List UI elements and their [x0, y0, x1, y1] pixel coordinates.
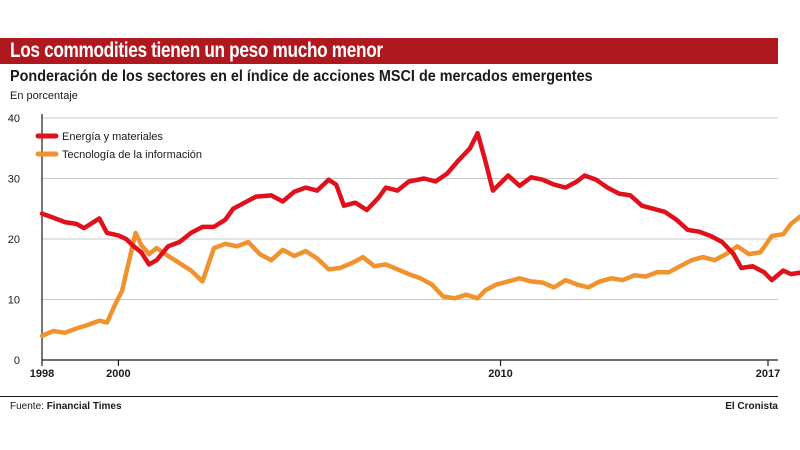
title-banner: Los commodities tienen un peso mucho men…	[0, 38, 778, 64]
source-note: Fuente: Financial Times	[10, 401, 122, 412]
axes: 0 10 20 30 40 1998 2000 2010 2017	[8, 113, 780, 380]
y-tick-label: 40	[8, 113, 20, 125]
data-series	[39, 130, 800, 339]
x-tick-label: 2010	[488, 368, 512, 380]
legend: Energía y materiales Tecnología de la inf…	[35, 131, 202, 161]
y-tick-label: 0	[14, 355, 20, 367]
source-label: Fuente:	[10, 401, 44, 412]
x-tick-label: 1998	[30, 368, 54, 380]
y-tick-label: 20	[8, 234, 20, 246]
x-tick-label: 2017	[756, 368, 780, 380]
legend-label-energy: Energía y materiales	[62, 131, 163, 143]
gridlines	[42, 117, 778, 300]
series-line-tech	[39, 213, 800, 339]
y-tick-label: 10	[8, 295, 20, 307]
unit-label: En porcentaje	[10, 90, 78, 102]
publisher-credit: El Cronista	[725, 401, 778, 412]
x-tick-label: 2000	[106, 368, 130, 380]
legend-label-tech: Tecnología de la información	[62, 149, 202, 161]
chart-subtitle: Ponderación de los sectores en el índice…	[10, 68, 593, 85]
series-line-energy	[39, 130, 800, 283]
y-tick-label: 30	[8, 174, 20, 186]
chart-headline: Los commodities tienen un peso mucho men…	[10, 39, 383, 62]
source-name: Financial Times	[46, 401, 122, 412]
footer-divider	[0, 396, 778, 397]
